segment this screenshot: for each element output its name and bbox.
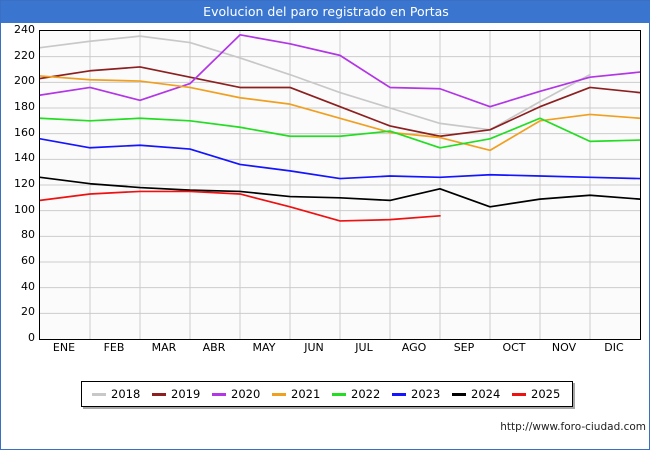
y-axis-tick-label: 100 [14, 202, 35, 216]
x-axis-tick-label: MAY [252, 341, 276, 354]
legend-item-2020[interactable]: 2020 [212, 382, 272, 406]
x-axis-tick-label: FEB [103, 341, 125, 354]
page-title: Evolucion del paro registrado en Portas [203, 4, 449, 19]
x-axis-tick-label: SEP [453, 341, 475, 354]
legend-label: 2022 [351, 387, 381, 401]
x-axis-tick-label: ENE [52, 341, 76, 354]
y-axis-tick-label: 80 [21, 228, 35, 242]
plot-region [39, 30, 641, 340]
y-axis-tick-label: 20 [21, 305, 35, 319]
y-axis-tick-label: 240 [14, 23, 35, 36]
chart-area: 0 20 40 60 80 100 120 140 160 180 200 220 240 ENE FEB… [1, 23, 650, 451]
series-line-2019 [40, 66, 640, 138]
y-axis-tick-label: 60 [21, 254, 35, 267]
series-line-2025 [40, 190, 441, 222]
legend-item-2022[interactable]: 2022 [332, 382, 392, 406]
y-axis-tick-label: 220 [14, 48, 35, 62]
legend-label: 2018 [111, 387, 141, 401]
legend-item-2023[interactable]: 2023 [392, 382, 452, 406]
y-axis-tick-label: 160 [14, 125, 35, 139]
series-line-2024 [40, 176, 640, 208]
y-axis-labels: 0 20 40 60 80 100 120 140 160 180 200 220 240 [1, 23, 35, 345]
chart-legend: 2018 2019 2020 2021 2022 2023 2024 2025 [81, 381, 573, 407]
legend-color-swatch [92, 393, 106, 396]
legend-color-swatch [272, 393, 286, 396]
y-axis-tick-label: 0 [28, 331, 35, 344]
x-axis-tick-label: NOV [551, 341, 577, 354]
x-axis-tick-label: ABR [202, 341, 226, 354]
legend-color-swatch [392, 393, 406, 396]
y-axis-tick-label: 180 [14, 100, 35, 113]
legend-label: 2025 [531, 387, 561, 401]
y-axis-tick-label: 120 [14, 177, 35, 190]
x-axis-tick-label: JUL [355, 341, 373, 354]
x-axis-tick-label: AGO [401, 341, 427, 354]
x-axis-tick-label: OCT [502, 341, 526, 354]
x-axis-tick-label: MAR [151, 341, 177, 354]
legend-item-2021[interactable]: 2021 [272, 382, 332, 406]
legend-label: 2020 [231, 387, 261, 401]
legend-label: 2019 [171, 387, 201, 401]
y-axis-tick-label: 200 [14, 74, 35, 88]
source-url: http://www.foro-ciudad.com [500, 421, 646, 433]
legend-color-swatch [452, 393, 466, 396]
legend-item-2019[interactable]: 2019 [152, 382, 212, 406]
legend-color-swatch [512, 393, 526, 396]
series-line-2021 [40, 75, 640, 152]
x-axis-labels: ENE FEB MAR ABR MAY JUN JUL AGO SEP OCT NOV DIC [39, 341, 641, 363]
legend-item-2024[interactable]: 2024 [452, 382, 512, 406]
y-axis-tick-label: 140 [14, 151, 35, 165]
x-axis-tick-label: DIC [604, 341, 624, 354]
legend-label: 2024 [471, 387, 501, 401]
series-line-2023 [40, 137, 640, 180]
legend-item-2025[interactable]: 2025 [512, 382, 572, 406]
legend-color-swatch [212, 393, 226, 396]
window-titlebar: Evolucion del paro registrado en Portas [1, 1, 650, 23]
legend-color-swatch [152, 393, 166, 396]
x-axis-tick-label: JUN [304, 341, 324, 354]
legend-label: 2021 [291, 387, 321, 401]
gridlines [40, 31, 640, 339]
legend-label: 2023 [411, 387, 441, 401]
series-line-2020 [40, 33, 640, 108]
legend-color-swatch [332, 393, 346, 396]
series-line-2022 [40, 117, 640, 149]
y-axis-tick-label: 40 [21, 279, 35, 293]
legend-item-2018[interactable]: 2018 [92, 382, 152, 406]
series-lines [40, 33, 640, 222]
